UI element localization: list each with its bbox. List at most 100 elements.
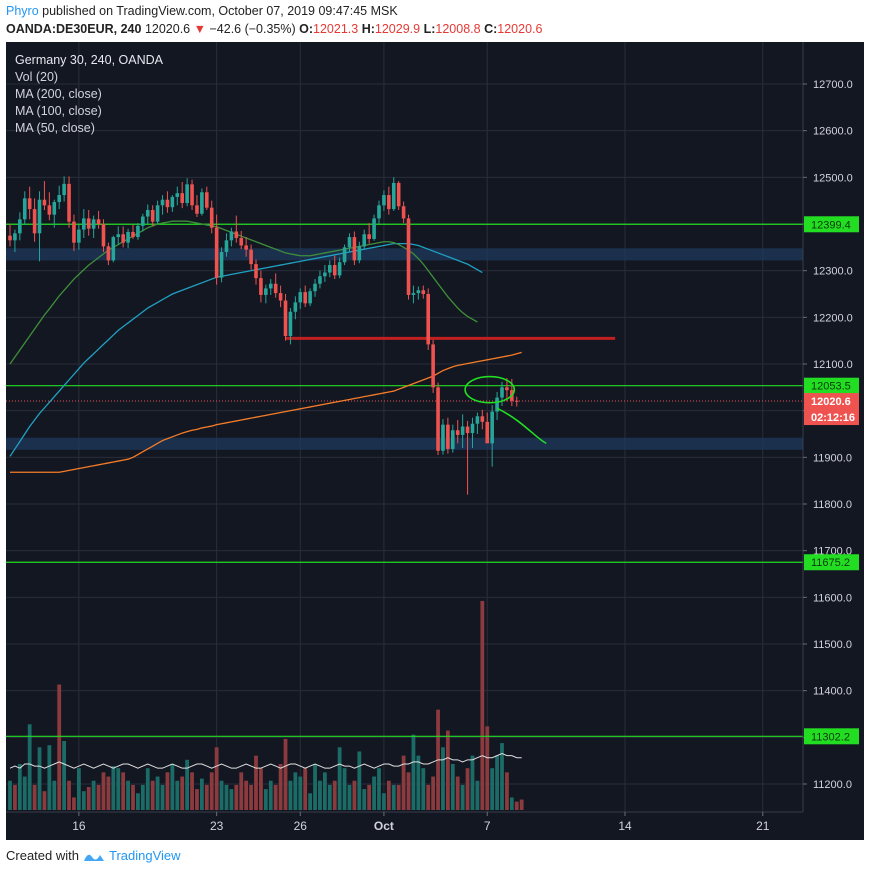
last-price: 12020.6 [144, 22, 191, 36]
candle-body [451, 430, 455, 449]
candle-body [332, 265, 337, 276]
volume-bar [185, 759, 190, 810]
volume-bar [411, 734, 416, 810]
volume-bar [298, 776, 303, 810]
x-tick-label: 21 [756, 819, 770, 833]
volume-bar [116, 768, 121, 810]
volume-bar [22, 776, 27, 810]
candle-body [214, 227, 219, 278]
tradingview-brand-link[interactable]: TradingView [108, 848, 181, 863]
x-tick-label: 26 [294, 819, 308, 833]
current-price-tag [804, 393, 859, 426]
candle-body [421, 290, 426, 294]
high-value: 12029.9 [374, 22, 421, 36]
candle-body [150, 210, 155, 222]
candle-body [318, 276, 322, 284]
candle-body [470, 423, 475, 434]
symbol-label: OANDA:DE30EUR, 240 [6, 22, 142, 36]
candle-body [411, 293, 416, 295]
volume-bar [126, 780, 130, 810]
legend-item-ma100[interactable]: MA (100, close) [15, 104, 102, 118]
candle-body [224, 240, 229, 252]
volume-bar [204, 784, 209, 810]
legend-item-ma50[interactable]: MA (50, close) [15, 121, 95, 135]
volume-bar [8, 780, 12, 810]
y-tick-label: 12200.0 [813, 312, 853, 324]
ma-line-ma200 [10, 351, 522, 473]
volume-bar [150, 780, 155, 810]
candle-body [264, 288, 268, 295]
candle-body [401, 206, 406, 219]
candle-body [495, 397, 499, 412]
level-price-label: 12053.5 [811, 381, 851, 393]
volume-bar [42, 791, 47, 810]
volume-bar [475, 780, 480, 810]
volume-bar [372, 776, 376, 810]
volume-bar [391, 784, 396, 810]
volume-bar [62, 741, 67, 810]
candle-body [82, 218, 86, 230]
volume-bar [52, 780, 57, 810]
candle-body [475, 416, 480, 424]
candle-body [219, 252, 224, 278]
candle-body [18, 219, 22, 234]
y-tick-label: 12300.0 [813, 266, 853, 278]
volume-bar [72, 797, 76, 810]
candles [8, 176, 519, 495]
candle-body [328, 265, 332, 273]
level-price-label: 11302.2 [811, 731, 850, 743]
chart-panel[interactable]: 11200.011300.011400.011500.011600.011700… [6, 42, 864, 840]
volume-bar [106, 776, 111, 810]
footer: Created with TradingView [6, 848, 181, 863]
candle-body [377, 205, 381, 219]
candle-body [382, 195, 386, 206]
volume-bar [450, 764, 455, 810]
price-zone [6, 248, 803, 261]
volume-bar [229, 789, 234, 810]
volume-bar [121, 772, 126, 810]
volume-bar [37, 747, 42, 810]
candle-body [22, 198, 27, 220]
y-tick-label: 12100.0 [813, 359, 853, 371]
open-label: O: [299, 22, 314, 36]
candle-body [57, 195, 61, 203]
y-tick-label: 12600.0 [813, 126, 853, 138]
volume-bar [490, 768, 495, 810]
volume-bar [308, 793, 313, 810]
volume-bar [254, 755, 258, 810]
candle-body [480, 416, 485, 422]
volume-bar [318, 780, 322, 810]
volume-bar [91, 780, 96, 810]
volume-bar [214, 747, 219, 810]
volume-bar [382, 793, 386, 810]
volume-bar [406, 772, 411, 810]
candle-body [77, 229, 81, 243]
author-link[interactable]: Phyro [6, 4, 39, 18]
volume-bar [27, 724, 32, 810]
price-axis-bg [803, 42, 864, 840]
candle-body [145, 210, 150, 217]
candle-body [244, 245, 248, 250]
legend-item-volume[interactable]: Vol (20) [15, 70, 59, 84]
x-tick-label: 14 [618, 819, 632, 833]
y-tick-label: 12700.0 [813, 79, 853, 91]
volume-bar [76, 768, 81, 810]
price-chart[interactable]: 11200.011300.011400.011500.011600.011700… [6, 42, 864, 840]
ma-line-ma100 [9, 242, 483, 457]
volume-bar [86, 787, 91, 810]
volume-bar [145, 768, 150, 810]
high-label: H: [361, 22, 375, 36]
level-price-tag [804, 377, 859, 394]
volume-bar [357, 751, 362, 810]
volume-bar [500, 743, 504, 810]
legend-item-ma200[interactable]: MA (200, close) [15, 87, 102, 101]
candle-body [455, 430, 460, 435]
volume-bar [332, 780, 337, 810]
candle-body [121, 234, 125, 243]
chart-legend: Germany 30, 240, OANDA Vol (20) MA (200,… [15, 52, 163, 137]
volume-bar [505, 772, 509, 810]
volume-bar [32, 784, 37, 810]
candle-body [72, 221, 76, 243]
annotation-curve [496, 407, 547, 445]
candle-body [465, 426, 470, 434]
